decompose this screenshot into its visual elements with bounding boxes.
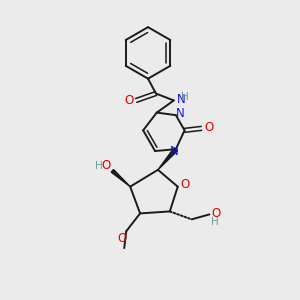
Text: O: O xyxy=(124,94,134,107)
Text: H: H xyxy=(211,217,218,227)
Text: O: O xyxy=(180,178,189,191)
Text: N: N xyxy=(169,145,178,158)
Text: H: H xyxy=(94,161,102,171)
Text: O: O xyxy=(212,207,221,220)
Polygon shape xyxy=(111,169,130,187)
Text: H: H xyxy=(181,92,189,101)
Text: O: O xyxy=(102,159,111,172)
Text: N: N xyxy=(176,106,184,120)
Text: O: O xyxy=(205,121,214,134)
Polygon shape xyxy=(158,148,178,170)
Text: N: N xyxy=(177,93,185,106)
Text: O: O xyxy=(118,232,127,245)
